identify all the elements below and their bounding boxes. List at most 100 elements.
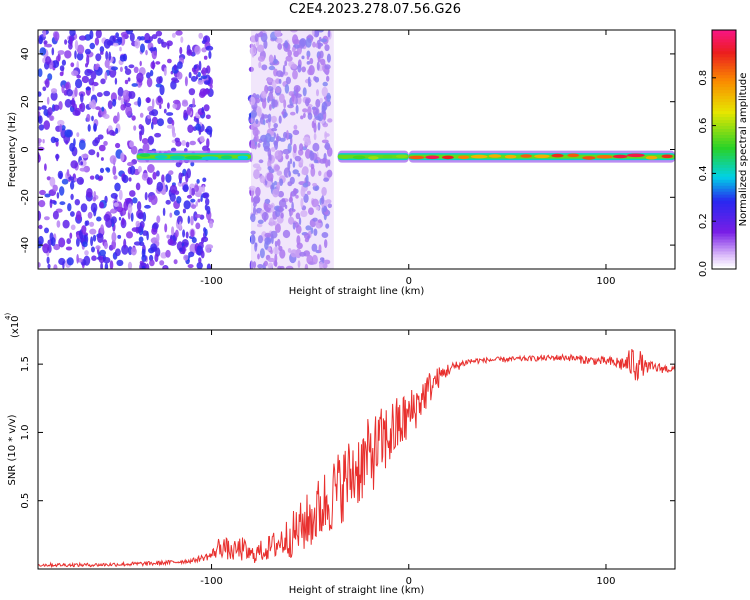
noise-blob xyxy=(129,140,135,148)
noise-blob xyxy=(38,142,41,147)
colorbar-cell xyxy=(712,179,736,183)
colorbar-cell xyxy=(712,56,736,61)
noise-blob xyxy=(98,144,106,152)
noise-blob xyxy=(190,215,194,226)
noise-blob xyxy=(108,51,112,61)
noise-blob xyxy=(59,124,63,133)
noise-blob xyxy=(133,66,139,74)
signal-peak xyxy=(154,155,168,159)
noise-blob xyxy=(126,161,134,167)
noise-blob xyxy=(61,59,66,66)
colorbar-cell xyxy=(712,116,736,121)
noise-blob xyxy=(157,95,162,103)
noise-blob xyxy=(175,140,182,147)
noise-blob xyxy=(151,121,154,130)
noise-blob xyxy=(69,142,75,152)
noise-blob xyxy=(120,31,129,37)
noise-blob xyxy=(68,176,74,180)
noise-blob xyxy=(190,161,195,167)
noise-blob xyxy=(58,237,66,248)
signal-peak xyxy=(220,155,233,160)
noise-blob xyxy=(43,40,48,45)
noise-blob xyxy=(38,153,41,163)
colorbar-cell xyxy=(712,221,736,225)
colorbar-cell xyxy=(712,146,736,150)
noise-blob xyxy=(197,80,204,85)
colorbar-cell xyxy=(712,182,736,186)
colorbar-cell xyxy=(712,98,736,103)
noise-blob xyxy=(99,249,106,257)
noise-blob xyxy=(112,165,117,176)
noise-blob xyxy=(38,36,43,45)
noise-blob xyxy=(47,73,53,81)
noise-blob xyxy=(197,198,201,203)
noise-blob xyxy=(139,131,143,142)
noise-blob xyxy=(137,96,142,108)
noise-blob xyxy=(56,192,60,199)
snr-x-axis-label: Height of straight line (km) xyxy=(289,585,425,596)
noise-blob xyxy=(167,58,172,64)
noise-blob xyxy=(142,142,150,153)
colorbar-cell xyxy=(712,158,736,162)
noise-blob xyxy=(98,175,104,181)
noise-blob xyxy=(38,68,43,78)
noise-blob xyxy=(121,244,129,255)
noise-blob xyxy=(140,125,145,136)
noise-blob xyxy=(103,140,108,146)
noise-blob xyxy=(95,30,102,39)
noise-blob xyxy=(96,216,102,222)
noise-blob xyxy=(42,139,45,144)
noise-blob xyxy=(42,30,47,38)
noise-blob xyxy=(121,217,125,226)
colorbar-cell xyxy=(712,143,736,147)
noise-blob xyxy=(103,257,111,264)
noise-blob xyxy=(110,208,115,214)
noise-blob xyxy=(196,262,203,269)
noise-blob xyxy=(206,65,211,74)
noise-blob xyxy=(184,76,188,87)
noise-blob xyxy=(118,189,123,201)
noise-blob xyxy=(53,104,60,111)
noise-blob xyxy=(57,119,65,126)
noise-blob xyxy=(80,161,84,166)
colorbar-cell xyxy=(712,131,736,135)
colorbar-cell xyxy=(712,35,736,40)
noise-blob xyxy=(186,168,191,179)
colorbar-cell xyxy=(712,44,736,49)
noise-blob xyxy=(205,198,210,206)
noise-blob xyxy=(51,60,60,69)
noise-blob xyxy=(90,70,97,80)
noise-blob xyxy=(190,229,195,238)
noise-blob xyxy=(85,220,90,226)
noise-blob xyxy=(103,114,110,119)
noise-blob xyxy=(59,65,65,72)
noise-blob xyxy=(127,203,133,214)
noise-blob xyxy=(38,210,42,221)
noise-blob xyxy=(62,219,70,229)
colorbar-cell xyxy=(712,83,736,88)
noise-blob xyxy=(168,170,174,176)
noise-blob xyxy=(103,90,111,97)
colorbar-cell xyxy=(712,62,736,67)
colorbar-cell xyxy=(712,125,736,129)
noise-blob xyxy=(112,42,119,47)
noise-blob xyxy=(84,48,91,55)
noise-blob xyxy=(202,185,205,193)
noise-blob xyxy=(107,100,113,110)
noise-blob xyxy=(81,75,89,84)
noise-blob xyxy=(59,71,64,77)
noise-blob xyxy=(61,178,69,185)
noise-blob xyxy=(179,247,183,252)
noise-blob xyxy=(203,104,210,112)
noise-blob xyxy=(79,167,87,172)
noise-blob xyxy=(120,104,126,111)
noise-blob xyxy=(100,224,105,235)
noise-blob xyxy=(76,52,84,61)
noise-blob xyxy=(38,235,44,245)
noise-blob xyxy=(208,50,212,60)
noise-blob xyxy=(99,201,104,209)
signal-peak xyxy=(520,154,532,158)
noise-blob xyxy=(169,212,173,218)
noise-blob xyxy=(76,237,80,247)
noise-blob xyxy=(66,238,71,245)
